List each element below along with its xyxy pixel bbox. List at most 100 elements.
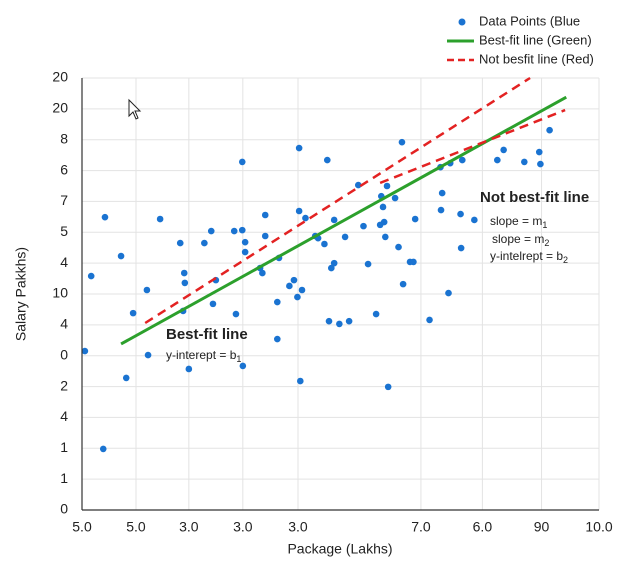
- y-tick-label: 2: [60, 377, 68, 393]
- annotation: y-interept = b1: [166, 348, 241, 364]
- x-tick-label: 3.0: [179, 519, 199, 535]
- data-point: [122, 374, 130, 382]
- data-point: [383, 182, 391, 190]
- data-point: [341, 233, 349, 241]
- annotation-text: slope = m: [490, 214, 542, 228]
- x-axis-label: Package (Lakhs): [287, 541, 392, 557]
- x-tick-label: 5.0: [72, 519, 92, 535]
- data-point: [99, 445, 107, 453]
- data-point: [207, 227, 215, 235]
- data-point: [325, 317, 333, 325]
- data-point: [321, 240, 328, 248]
- x-tick-label: 6.0: [473, 519, 493, 535]
- annotation-text: y-interept = b: [166, 348, 237, 362]
- data-point: [261, 211, 269, 219]
- data-point: [290, 276, 298, 284]
- x-tick-label: 3.0: [288, 519, 308, 535]
- data-point: [261, 232, 269, 240]
- data-point: [232, 310, 240, 318]
- annotation-text: Best-fit line: [166, 326, 248, 343]
- data-point: [143, 286, 151, 294]
- data-point: [87, 272, 95, 280]
- data-point: [323, 156, 331, 164]
- data-point: [176, 239, 184, 247]
- annotation-subscript: 2: [563, 255, 568, 265]
- data-point: [399, 280, 407, 288]
- not-best-fit-line: [144, 76, 531, 325]
- data-point: [372, 310, 380, 318]
- data-point: [355, 181, 362, 189]
- y-tick-label: 1: [60, 470, 68, 486]
- annotation: slope = m1: [490, 214, 547, 230]
- annotation-text: Not best-fit line: [480, 189, 589, 206]
- data-point: [398, 138, 406, 146]
- data-point: [330, 216, 338, 224]
- data-point: [380, 218, 388, 226]
- data-point: [345, 317, 353, 325]
- annotation-subscript: 2: [544, 238, 549, 248]
- annotation: y-intelrept = b2: [490, 249, 568, 265]
- data-point: [201, 239, 208, 247]
- y-tick-label: 8: [60, 130, 68, 146]
- data-point: [259, 269, 266, 277]
- data-point: [298, 286, 306, 294]
- data-point: [101, 213, 109, 221]
- annotation-subscript: 1: [542, 220, 547, 230]
- data-point: [286, 282, 293, 290]
- x-tick-label: 5.0: [126, 519, 146, 535]
- y-tick-label: 20: [52, 100, 68, 116]
- data-point: [302, 214, 309, 222]
- y-tick-label: 4: [60, 316, 68, 332]
- data-point: [180, 269, 188, 277]
- y-tick-label: 4: [60, 254, 68, 270]
- legend-label: Not besfit line (Red): [479, 51, 594, 66]
- legend-marker: [458, 18, 466, 26]
- annotation: slope = m2: [492, 232, 549, 248]
- data-point: [426, 316, 433, 324]
- x-tick-label: 7.0: [411, 519, 431, 535]
- data-point: [364, 260, 372, 268]
- data-point: [294, 293, 301, 301]
- data-point: [535, 148, 543, 156]
- data-point: [295, 207, 303, 215]
- data-point: [411, 215, 419, 223]
- y-tick-label: 20: [52, 69, 68, 85]
- data-point: [181, 279, 189, 287]
- data-point: [360, 222, 367, 230]
- data-point: [328, 264, 335, 272]
- annotation-subscript: 1: [236, 354, 241, 364]
- plot: [81, 76, 567, 453]
- annotation: Best-fit line: [166, 326, 248, 343]
- legend-label: Best-fit line (Green): [479, 32, 592, 47]
- data-point: [457, 210, 464, 218]
- x-tick-label: 10.0: [585, 519, 612, 535]
- data-point: [395, 243, 402, 251]
- not-best-fit-line: [379, 108, 566, 185]
- data-point: [117, 252, 125, 260]
- data-point: [336, 320, 343, 328]
- legend: Data Points (Blue Best-fit line (Green) No…: [447, 13, 594, 66]
- data-point: [129, 309, 137, 317]
- data-point: [295, 144, 303, 152]
- x-tick-label: 3.0: [233, 519, 253, 535]
- data-point: [379, 203, 387, 211]
- data-point: [437, 206, 445, 214]
- data-point: [330, 259, 338, 267]
- x-tick-label: 90: [534, 519, 550, 535]
- y-tick-label: 7: [60, 192, 68, 208]
- y-tick-label: 5: [60, 223, 68, 239]
- data-point: [144, 351, 152, 359]
- data-point: [296, 377, 304, 385]
- data-point: [384, 383, 392, 391]
- y-tick-label: 6: [60, 161, 68, 177]
- data-point: [238, 226, 246, 234]
- data-point: [391, 194, 399, 202]
- data-point: [537, 160, 544, 168]
- y-tick-label: 10: [52, 285, 68, 301]
- y-tick-label: 0: [60, 501, 68, 517]
- data-point: [546, 126, 553, 134]
- y-tick-label: 4: [60, 408, 68, 424]
- data-point: [241, 238, 249, 246]
- annotation-text: slope = m: [492, 232, 544, 246]
